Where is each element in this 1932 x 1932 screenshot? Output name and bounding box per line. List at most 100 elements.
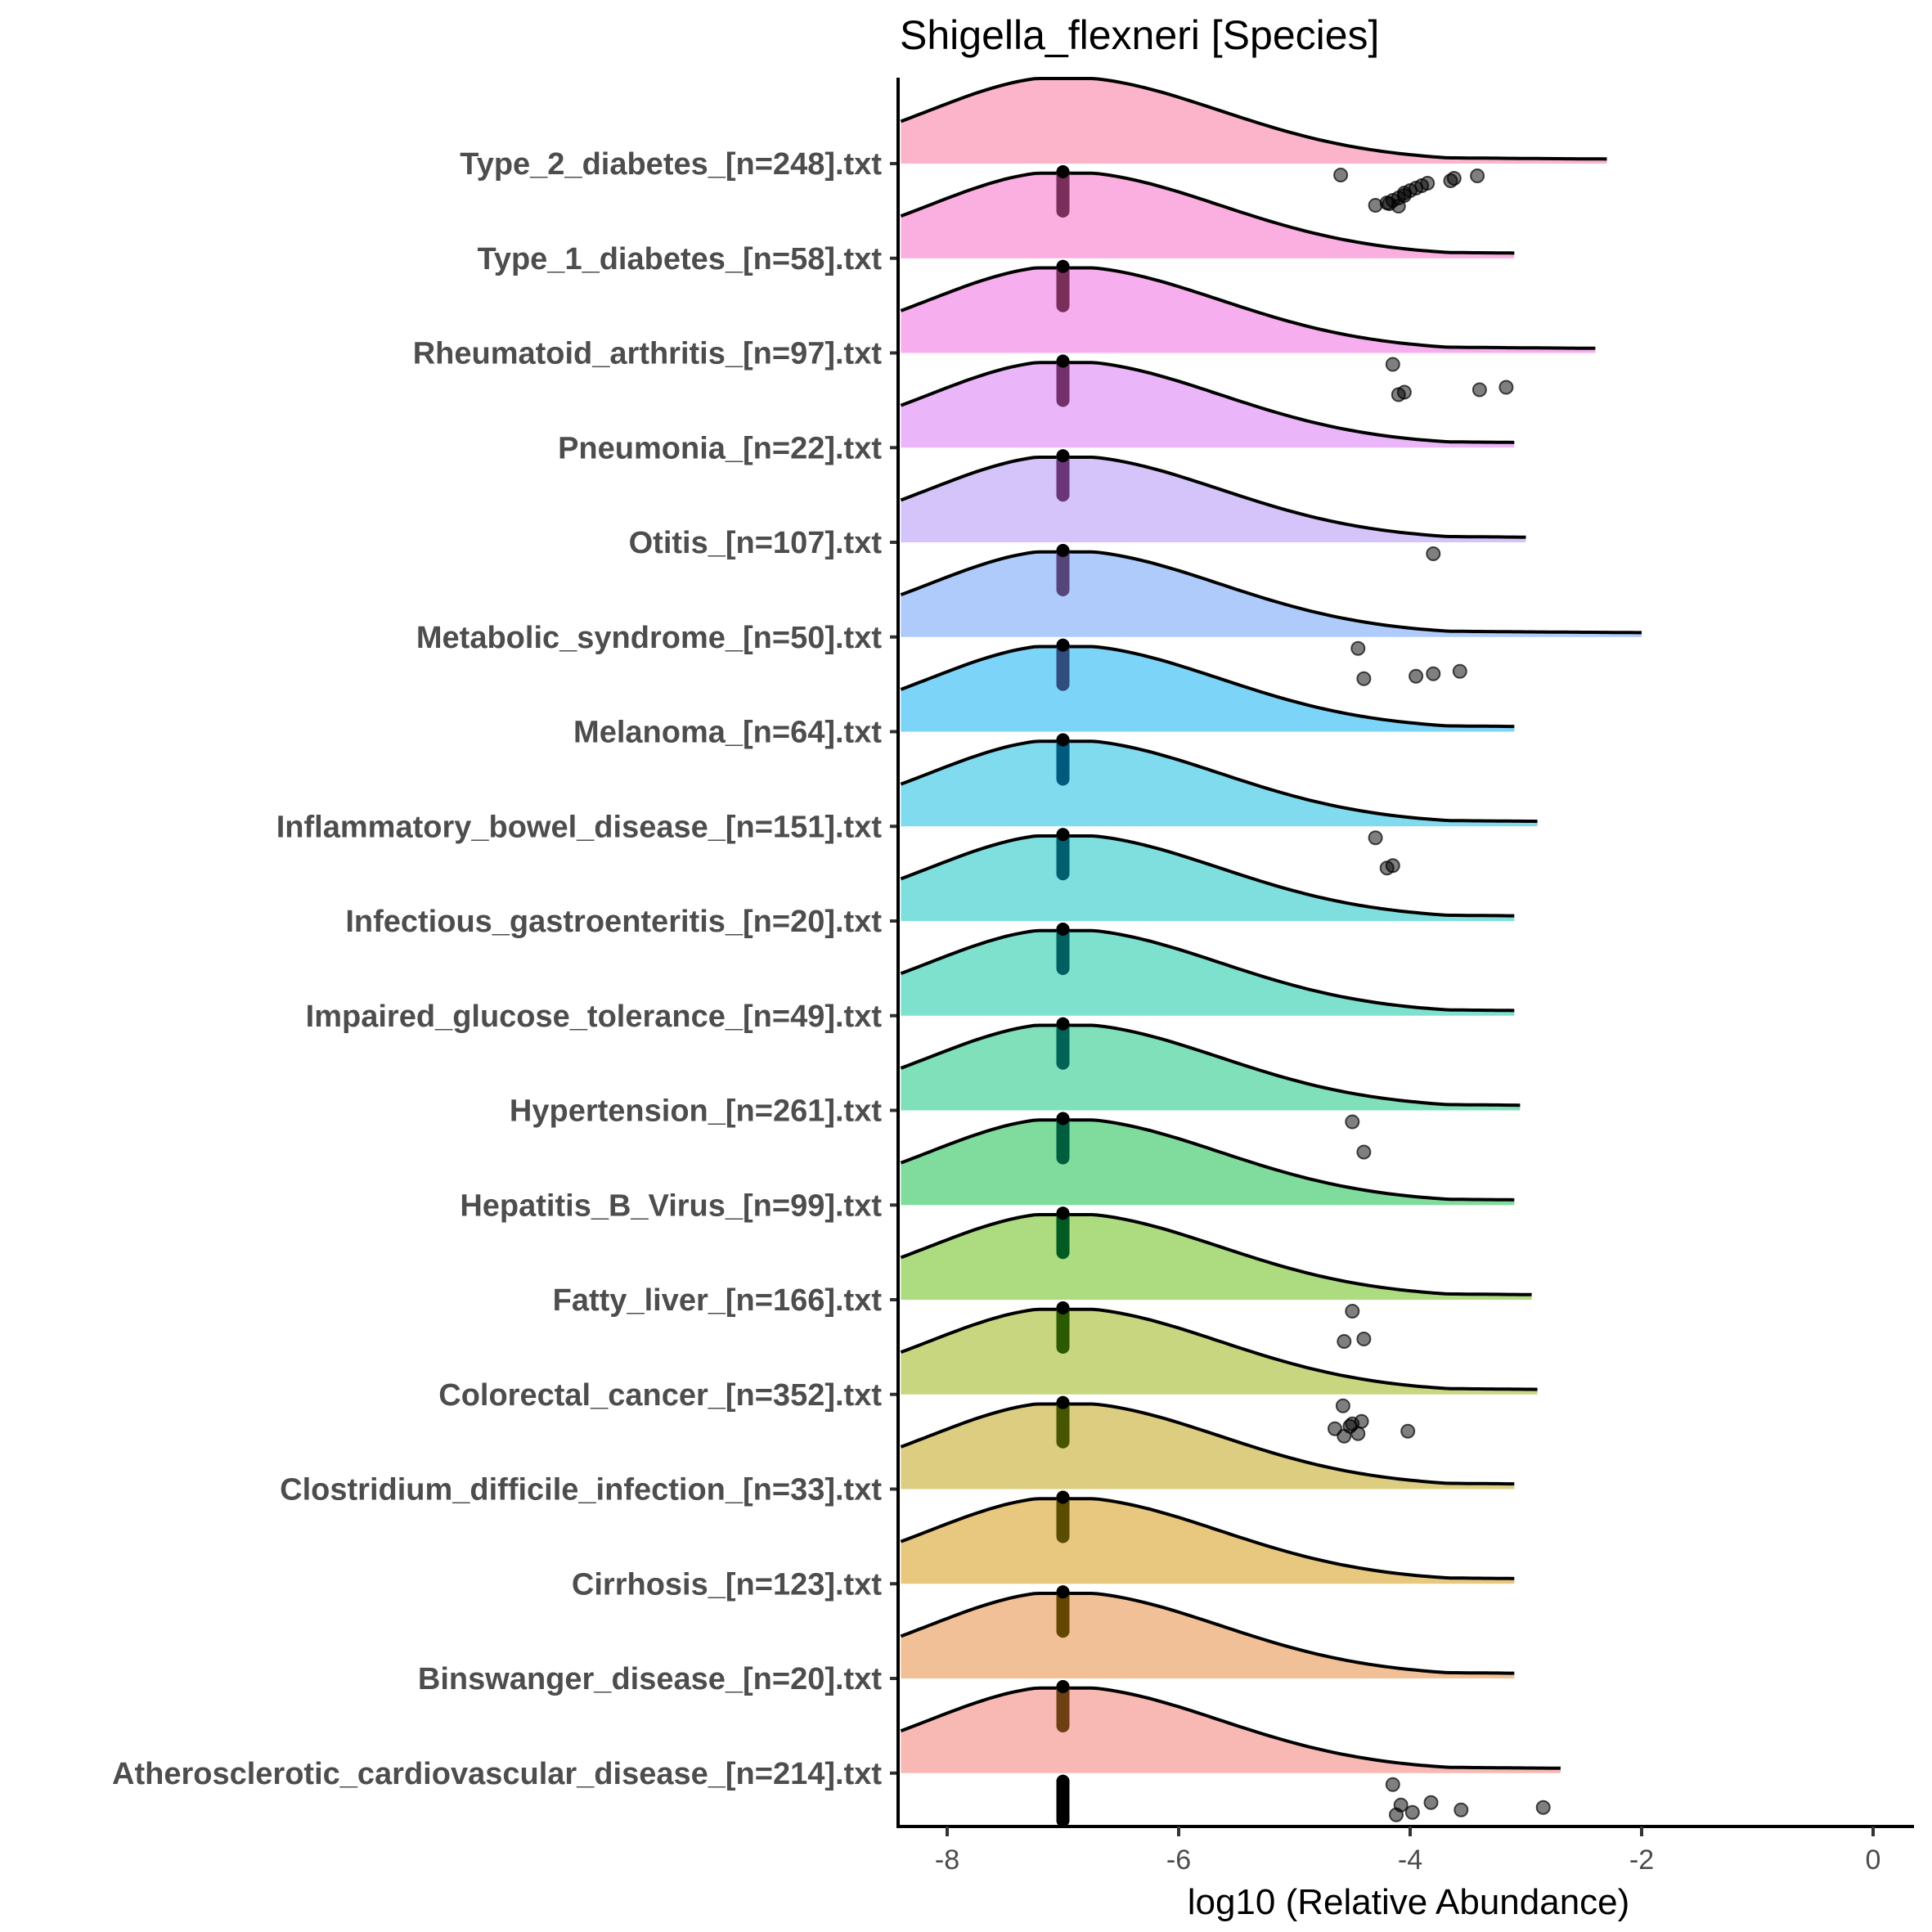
mode-point: [1056, 1490, 1070, 1504]
ridge-line: [900, 645, 1515, 729]
ridge-fill: [901, 741, 1538, 827]
mode-point: [1056, 1774, 1070, 1788]
x-axis-label: log10 (Relative Abundance): [1188, 1882, 1630, 1922]
data-point: [1385, 357, 1400, 372]
ridge-fill: [901, 457, 1526, 542]
ridges-layer: [900, 77, 1642, 1773]
y-tick-label: Atherosclerotic_cardiovascular_disease_[…: [112, 1757, 882, 1791]
data-point: [1420, 176, 1436, 191]
mode-point: [1056, 449, 1070, 463]
mode-point: [1056, 259, 1070, 273]
mode-point: [1056, 828, 1070, 842]
ridge-line: [900, 77, 1607, 161]
ridge-fill: [901, 1593, 1515, 1678]
data-point: [1471, 382, 1487, 398]
ridge-fill: [901, 1309, 1538, 1395]
x-tick-label: 0: [1866, 1844, 1881, 1876]
data-point: [1404, 1804, 1420, 1820]
y-tick-label: Pneumonia_[n=22].txt: [558, 431, 882, 465]
data-point: [1356, 1144, 1372, 1160]
ridge-fill: [901, 646, 1515, 732]
data-point: [1345, 1304, 1360, 1319]
ridge-fill: [901, 1215, 1532, 1300]
y-tick-label: Melanoma_[n=64].txt: [573, 716, 882, 750]
data-point: [1393, 1797, 1409, 1813]
y-tick-label: Infectious_gastroenteritis_[n=20].txt: [345, 905, 882, 939]
median-bars-layer: [1056, 165, 1070, 1827]
ridge-line: [900, 1213, 1532, 1296]
ridge-fill: [901, 930, 1515, 1016]
y-tick-label: Metabolic_syndrome_[n=50].txt: [416, 621, 882, 655]
y-tick-label: Binswanger_disease_[n=20].txt: [418, 1662, 882, 1696]
data-point: [1345, 1114, 1360, 1130]
mode-point: [1056, 1680, 1070, 1693]
ridge-line: [900, 1497, 1515, 1580]
y-tick-label: Colorectal_cancer_[n=352].txt: [438, 1378, 882, 1413]
ridge-fill: [901, 1498, 1515, 1584]
data-point: [1385, 858, 1400, 874]
y-tick-label: Rheumatoid_arthritis_[n=97].txt: [413, 337, 883, 371]
x-tick-label: -6: [1166, 1844, 1191, 1876]
points-layer: [1328, 168, 1551, 1822]
y-tick-label: Fatty_liver_[n=166].txt: [553, 1283, 883, 1318]
data-point: [1498, 380, 1514, 395]
y-tick-label: Hypertension_[n=261].txt: [510, 1094, 882, 1129]
data-point: [1328, 1421, 1342, 1436]
data-point: [1333, 168, 1349, 182]
ridge-fill: [901, 551, 1642, 637]
y-tick-label: Otitis_[n=107].txt: [629, 526, 883, 560]
mode-point: [1056, 733, 1070, 747]
data-point: [1356, 671, 1372, 686]
data-point: [1423, 1795, 1439, 1810]
mode-point: [1056, 1206, 1070, 1220]
data-point: [1396, 384, 1412, 400]
data-point: [1452, 663, 1467, 679]
y-tick-label: Impaired_glucose_tolerance_[n=49].txt: [306, 1000, 883, 1034]
data-point: [1385, 1777, 1400, 1792]
ridge-fill: [901, 1120, 1515, 1206]
ridge-line: [900, 361, 1515, 444]
ridge-fill: [901, 1404, 1515, 1489]
data-point: [1354, 1413, 1369, 1429]
x-tick-label: -4: [1398, 1844, 1422, 1876]
ridge-line: [900, 456, 1526, 539]
mode-point: [1056, 923, 1070, 936]
mode-point: [1056, 1017, 1070, 1031]
data-point: [1368, 830, 1383, 846]
y-tick-label: Hepatitis_B_Virus_[n=99].txt: [460, 1188, 882, 1223]
ridge-fill: [901, 836, 1515, 921]
mode-point: [1056, 638, 1070, 652]
mode-point: [1056, 1585, 1070, 1599]
data-point: [1356, 1332, 1372, 1346]
ridge-line: [900, 1402, 1515, 1486]
data-point: [1426, 546, 1441, 561]
ridge-line: [900, 1592, 1515, 1675]
y-tick-label: Cirrhosis_[n=123].txt: [572, 1567, 882, 1602]
ridge-line: [900, 1686, 1561, 1770]
mode-point: [1056, 544, 1070, 557]
data-point: [1409, 668, 1424, 684]
ridge-line: [900, 739, 1538, 824]
ridge-line: [900, 1118, 1515, 1202]
data-point: [1350, 640, 1366, 656]
mode-point: [1056, 354, 1070, 368]
x-axis: -8 -6 -4 -2 0: [896, 1825, 1914, 1876]
ridge-fill: [901, 79, 1607, 164]
ridge-fill: [901, 362, 1515, 448]
ridge-line: [900, 266, 1596, 350]
x-tick-label: -2: [1629, 1844, 1654, 1876]
mode-point: [1056, 1395, 1070, 1409]
data-point: [1446, 171, 1462, 186]
ridge-line: [900, 928, 1515, 1013]
data-point: [1426, 666, 1441, 681]
x-tick-label: -8: [935, 1844, 959, 1876]
ridge-fill: [901, 1025, 1521, 1111]
data-point: [1453, 1802, 1469, 1817]
ridge-line: [900, 1307, 1538, 1391]
y-tick-label: Type_2_diabetes_[n=248].txt: [460, 147, 882, 182]
mode-point: [1056, 1301, 1070, 1314]
data-point: [1337, 1334, 1352, 1349]
ridge-fill: [901, 173, 1515, 258]
data-point: [1382, 196, 1397, 211]
